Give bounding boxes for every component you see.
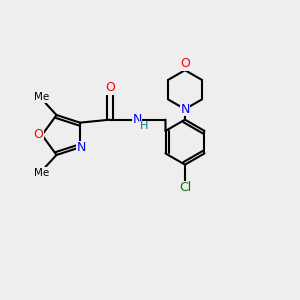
Text: N: N bbox=[132, 113, 142, 126]
Text: Me: Me bbox=[34, 168, 49, 178]
Text: O: O bbox=[34, 128, 43, 142]
Text: O: O bbox=[180, 57, 190, 70]
Text: Cl: Cl bbox=[179, 181, 191, 194]
Text: N: N bbox=[77, 141, 86, 154]
Text: Me: Me bbox=[34, 92, 49, 102]
Text: N: N bbox=[180, 103, 190, 116]
Text: H: H bbox=[140, 121, 148, 131]
Text: O: O bbox=[105, 81, 115, 94]
